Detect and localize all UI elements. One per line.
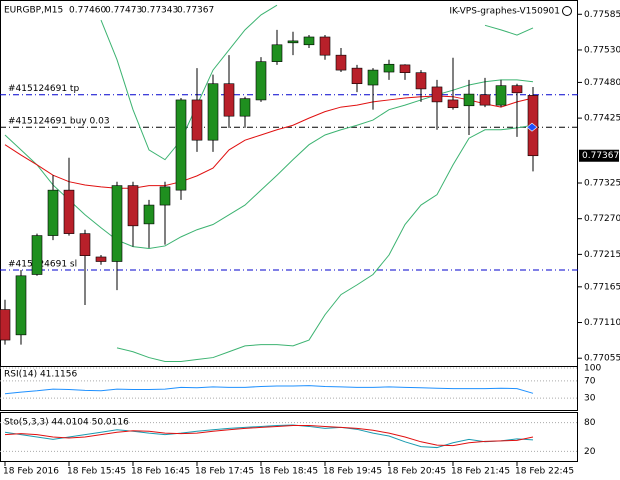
candle-body (143, 204, 155, 225)
candle-body (79, 233, 91, 256)
quote: 0.77460 (69, 6, 106, 16)
candle-body (223, 83, 235, 117)
y-tick-label: 80 (584, 418, 596, 428)
candle-body (431, 86, 443, 103)
rsi-line (4, 385, 534, 395)
x-tick-label: 18 Feb 20:45 (387, 467, 446, 477)
candle-body (511, 85, 523, 94)
y-tick-label: 0.77055 (584, 354, 620, 364)
y-tick-label: 20 (584, 447, 596, 457)
symbol: EURGBP,M15 (4, 6, 63, 16)
candle-body (415, 72, 427, 90)
candle-body (95, 256, 107, 262)
rsi-panel (0, 366, 578, 411)
quote: 0.77367 (177, 6, 214, 16)
x-tick-label: 18 Feb 18:45 (259, 467, 318, 477)
candle-body (271, 44, 283, 62)
candle-body (383, 63, 395, 73)
x-tick-label: 18 Feb 16:45 (131, 467, 190, 477)
order-arrow (526, 122, 538, 132)
candle-body (111, 185, 123, 262)
candle-body (127, 185, 139, 227)
candle-body (351, 67, 363, 85)
y-tick-label: 100 (584, 364, 601, 374)
candle-body (47, 189, 59, 236)
sto-label: Sto(5,3,3) 44.0104 50.0116 (4, 418, 129, 428)
candle-body (479, 94, 491, 106)
candle-body (239, 98, 251, 117)
indicator-line (116, 124, 534, 362)
last-price-label: 0.77367 (582, 151, 619, 161)
y-tick-label: 30 (584, 394, 596, 404)
x-tick-label: 18 Feb 21:45 (451, 467, 510, 477)
x-tick-label: 18 Feb 15:45 (67, 467, 126, 477)
candle-body (207, 83, 219, 141)
candle-body (175, 99, 187, 191)
y-tick-label: 0.77425 (584, 114, 620, 124)
y-tick-label: 0.77165 (584, 282, 620, 292)
order-label: #415124691 tp (8, 84, 79, 94)
y-tick-label: 70 (584, 376, 596, 386)
y-tick-label: 0.77480 (584, 78, 620, 88)
candle-body (367, 69, 379, 86)
candle-body (463, 93, 475, 107)
candle-body (399, 64, 411, 73)
last-price-box (579, 149, 619, 162)
smiley-icon (562, 6, 572, 16)
candle-body (159, 186, 171, 206)
y-tick-label: 0.77325 (584, 179, 620, 189)
y-tick-label: 0.77530 (584, 45, 620, 55)
y-tick-label: 0.77215 (584, 250, 620, 260)
candle-body (495, 85, 507, 106)
sto-panel (0, 412, 578, 462)
candle-body (303, 36, 315, 46)
candle-body (0, 309, 11, 341)
candle-body (447, 99, 459, 109)
x-tick-label: 18 Feb 17:45 (195, 467, 254, 477)
candle-body (63, 189, 75, 234)
y-tick-label: 0.77270 (584, 214, 620, 224)
candle-body (15, 275, 27, 336)
quote: 0.77343 (141, 6, 178, 16)
indicator-line (4, 79, 534, 250)
quote: 0.77473 (105, 6, 142, 16)
y-tick-label: 0.77110 (584, 318, 620, 328)
rsi-label: RSI(14) 41.1156 (4, 370, 77, 380)
x-tick-label: 18 Feb 19:45 (323, 467, 382, 477)
candle-body (335, 54, 347, 71)
y-tick-label: 0.77585 (584, 10, 620, 20)
indicator-line (100, 4, 534, 161)
order-label: #415124691 sl (8, 259, 77, 269)
candle-body (255, 61, 267, 101)
candle-body (319, 36, 331, 56)
stochastic-line (4, 424, 534, 447)
candle-body (287, 40, 299, 44)
x-tick-label: 18 Feb 2016 (3, 467, 59, 477)
order-label: #415124691 buy 0.03 (8, 117, 110, 127)
candle-body (31, 235, 43, 275)
watermark: IK-VPS-graphes-V150901 (449, 7, 560, 17)
indicator-line (4, 95, 534, 189)
x-tick-label: 18 Feb 22:45 (515, 467, 574, 477)
candle-body (191, 99, 203, 141)
